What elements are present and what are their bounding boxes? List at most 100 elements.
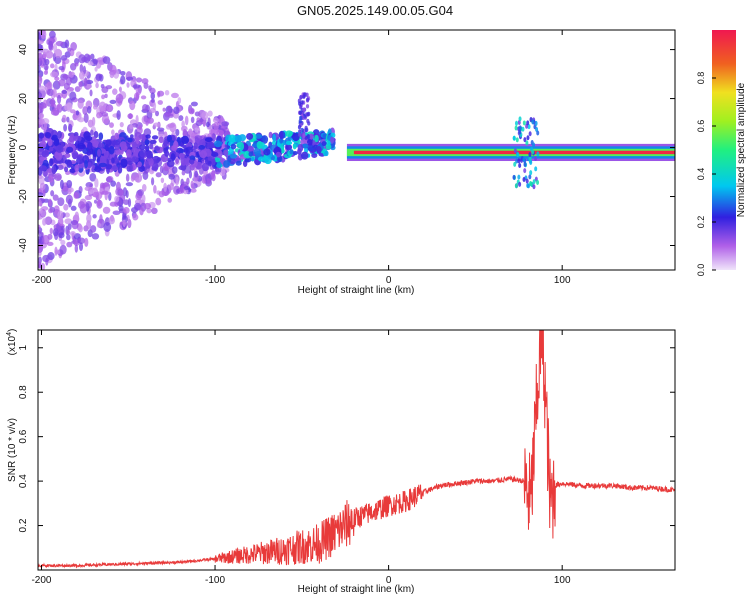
- spectrogram-cell: [48, 30, 56, 39]
- spectrogram-cell: [67, 223, 72, 231]
- snr-y-tick-label: 0.6: [18, 429, 29, 443]
- spectrogram-cell: [77, 142, 86, 150]
- spectrogram-cell: [44, 58, 50, 66]
- spectrogram-cell: [285, 130, 293, 138]
- spectrogram-cell: [110, 180, 117, 187]
- spectrogram-cell: [166, 134, 172, 143]
- spectrogram-cell: [193, 160, 198, 168]
- spectrogram-cell: [526, 135, 530, 141]
- colorbar-tick-label: 0.2: [696, 216, 706, 229]
- spectrogram-cell: [163, 182, 168, 192]
- spectrogram-cell: [324, 150, 329, 157]
- spectrogram-cell: [66, 160, 73, 168]
- spectrogram-cell: [185, 142, 193, 148]
- spectrogram-cell: [50, 97, 55, 108]
- spectrogram-cell: [102, 56, 111, 64]
- spectrogram-frame: [37, 29, 676, 271]
- spectrogram-cell: [65, 76, 72, 86]
- spectrogram-cell: [61, 89, 68, 94]
- spectrogram-cell: [183, 148, 189, 153]
- spectrogram-cell: [109, 72, 115, 79]
- spectrogram-cell: [69, 91, 77, 101]
- spectrogram-cell: [43, 64, 49, 71]
- spectrogram-cell: [229, 153, 238, 159]
- spectrogram-cell: [102, 206, 111, 214]
- spectrogram-cell: [151, 135, 159, 140]
- spectrogram-cell: [41, 150, 50, 158]
- spectrogram-cell: [69, 109, 76, 114]
- spectrogram-cell: [143, 128, 152, 137]
- spectrogram-cell: [194, 137, 200, 143]
- spectrogram-cell: [188, 107, 195, 115]
- spectrogram-cell: [49, 146, 54, 152]
- spectrogram-cell: [54, 173, 62, 182]
- spectrogram-cell: [153, 122, 160, 127]
- spectrogram-cell: [74, 211, 80, 222]
- spectrogram-cell: [42, 218, 47, 226]
- spectrogram-cell: [523, 162, 527, 168]
- spectrogram-cell: [299, 115, 303, 121]
- spectrogram-cell: [60, 54, 68, 61]
- spectrogram-cell: [152, 208, 156, 214]
- spectrogram-cell: [305, 104, 310, 109]
- spectrogram-y-tick-label: -40: [18, 238, 29, 253]
- spectrogram-cell: [126, 82, 130, 88]
- spectrogram-cell: [525, 140, 529, 146]
- spectrogram-cell: [44, 83, 49, 92]
- spectrogram-cell: [170, 153, 176, 162]
- spectrogram-cell: [38, 91, 43, 99]
- spectrogram-cell: [101, 112, 109, 117]
- spectrogram-cell: [516, 152, 520, 158]
- spectrogram-cell: [216, 161, 222, 168]
- spectrogram-cell: [186, 177, 190, 185]
- spectrogram-cell: [101, 86, 109, 94]
- spectrogram-cell: [527, 124, 531, 130]
- spectrogram-cell: [151, 162, 159, 171]
- spectrogram-cell: [48, 158, 54, 167]
- spectrogram-cell: [111, 157, 115, 164]
- spectrogram-cell: [514, 125, 518, 131]
- spectrogram-cell: [54, 150, 62, 160]
- snr-background: [38, 330, 675, 570]
- spectrogram-cell: [534, 166, 538, 172]
- spectrogram-cell: [94, 177, 99, 188]
- spectrogram-cell: [85, 135, 93, 141]
- spectrogram-cell: [131, 156, 139, 163]
- snr-x-tick-label: 0: [386, 575, 392, 586]
- spectrogram-cell: [171, 166, 178, 174]
- spectrogram-cell: [513, 148, 517, 154]
- spectrogram-cell: [194, 127, 199, 133]
- spectrogram-cell: [292, 143, 297, 150]
- spectrogram-cell: [285, 140, 293, 146]
- spectrogram-cell: [160, 177, 165, 184]
- spectrogram-cell: [39, 182, 46, 191]
- spectrogram-cell: [96, 222, 101, 228]
- spectrogram-cell: [114, 140, 121, 146]
- spectrogram-cell: [135, 177, 140, 183]
- spectrogram-cell: [211, 158, 216, 166]
- spectrogram-cell: [38, 192, 44, 197]
- spectrogram-cell: [54, 246, 58, 256]
- spectrogram-cell: [66, 89, 71, 96]
- spectrogram-cell: [307, 121, 311, 126]
- spectrogram-cell: [105, 139, 112, 147]
- spectrogram-cell: [89, 89, 93, 97]
- spectrogram-cell: [127, 113, 134, 120]
- colorbar: 0.0 0.2 0.4 0.6 0.8 Normalized spectral ampl…: [696, 30, 747, 276]
- spectrogram-cell: [526, 183, 530, 189]
- spectrogram-cell: [70, 62, 77, 71]
- spectrogram-cell: [223, 160, 230, 168]
- spectrogram-cell: [101, 114, 110, 125]
- spectrogram-cell: [522, 120, 526, 126]
- spectrogram-cell: [536, 151, 540, 157]
- spectrogram-cell: [65, 194, 73, 205]
- spectrogram-cell: [285, 144, 293, 151]
- spectrogram-cell: [104, 93, 108, 99]
- spectrogram-cell: [63, 203, 69, 211]
- spectrogram-cell: [531, 119, 535, 125]
- spectrogram-cell: [96, 112, 102, 119]
- spectrogram-cell: [193, 142, 198, 150]
- colorbar-tick-label: 0.6: [696, 120, 706, 133]
- spectrogram-cell: [275, 151, 282, 158]
- spectrogram-cell: [180, 157, 188, 166]
